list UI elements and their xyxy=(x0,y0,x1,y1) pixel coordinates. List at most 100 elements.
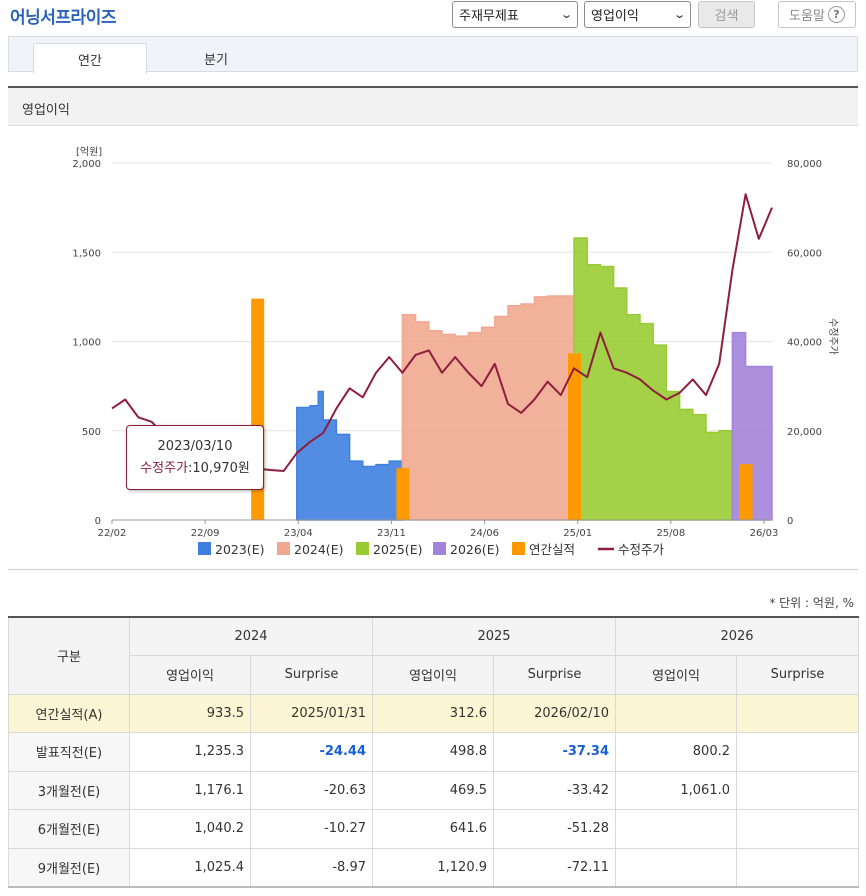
table-cell xyxy=(736,770,859,810)
tooltip-sep: : xyxy=(188,461,193,476)
legend-label: 2023(E) xyxy=(215,542,264,557)
period-tabs: 연간 분기 xyxy=(8,36,858,74)
divider xyxy=(8,569,858,570)
x-tick-label: 25/08 xyxy=(656,528,685,539)
table-cell: 2026/02/10 xyxy=(493,693,616,733)
table-cell xyxy=(736,693,859,733)
actual-bar xyxy=(396,468,410,520)
table-row: 3개월전(E) 1,176.1 -20.63 469.5 -33.42 1,06… xyxy=(8,770,859,810)
year-header: 2025 xyxy=(372,616,616,656)
table-cell: 1,235.3 xyxy=(129,732,251,772)
table-cell: 2025/01/31 xyxy=(250,693,373,733)
tooltip-date: 2023/03/10 xyxy=(157,439,233,454)
tab-annual[interactable]: 연간 xyxy=(33,43,147,74)
help-button[interactable]: 도움말 ? xyxy=(778,1,856,28)
table-cell xyxy=(615,693,737,733)
col-subhead: Surprise xyxy=(493,655,616,695)
col-subhead: 영업이익 xyxy=(129,655,251,695)
table-cell: 800.2 xyxy=(615,732,737,772)
table-cell xyxy=(736,732,859,772)
row-label: 연간실적(A) xyxy=(8,693,130,733)
actual-bar xyxy=(739,464,753,520)
table-cell: -20.63 xyxy=(250,770,373,810)
left-tick-label: 1,500 xyxy=(72,248,101,259)
year-header: 2024 xyxy=(129,616,373,656)
surprise-table: 구분 2024 2025 2026 영업이익 Surprise 영업이익 Sur… xyxy=(8,616,859,888)
legend-label: 2024(E) xyxy=(294,542,343,557)
row-label: 9개월전(E) xyxy=(8,847,130,888)
left-tick-label: 0 xyxy=(95,516,101,527)
table-row: 발표직전(E) 1,235.3 -24.44 498.8 -37.34 800.… xyxy=(8,732,859,772)
section-title: 영업이익 xyxy=(8,86,858,126)
legend-swatch xyxy=(433,542,446,555)
row-label: 6개월전(E) xyxy=(8,809,130,849)
right-tick-label: 0 xyxy=(787,516,793,527)
statement-select-value: 주재무제표 xyxy=(459,9,519,24)
x-tick-label: 22/09 xyxy=(191,528,220,539)
price-tooltip: 2023/03/10 수정주가:10,970원 xyxy=(126,425,264,490)
table-cell: -33.42 xyxy=(493,770,616,810)
legend-swatch xyxy=(512,542,525,555)
legend-label: 2025(E) xyxy=(373,542,422,557)
row-label: 3개월전(E) xyxy=(8,770,130,810)
table-row: 연간실적(A) 933.5 2025/01/31 312.6 2026/02/1… xyxy=(8,693,859,733)
left-tick-label: 1,000 xyxy=(72,338,101,349)
help-icon: ? xyxy=(827,6,845,23)
estimate-area xyxy=(573,237,734,521)
chevron-down-icon: ⌄ xyxy=(559,8,573,21)
table-cell: 1,025.4 xyxy=(129,847,251,888)
earnings-chart: 2,000 1,500 1,000 500 0 80,000 60,000 40,000 20,… xyxy=(72,146,839,557)
legend-swatch xyxy=(356,542,369,555)
row-header: 구분 xyxy=(8,616,130,695)
table-cell: -37.34 xyxy=(493,732,616,772)
chevron-down-icon: ⌄ xyxy=(672,8,686,21)
table-cell: 1,176.1 xyxy=(129,770,251,810)
search-button[interactable]: 검색 xyxy=(698,1,755,28)
table-cell: -51.28 xyxy=(493,809,616,849)
x-tick-label: 22/02 xyxy=(98,528,127,539)
col-subhead: 영업이익 xyxy=(372,655,494,695)
legend-label: 연간실적 xyxy=(529,542,575,557)
estimate-area xyxy=(401,295,575,521)
col-subhead: Surprise xyxy=(250,655,373,695)
legend-label: 수정주가 xyxy=(618,542,665,557)
statement-select[interactable]: 주재무제표 ⌄ xyxy=(452,1,578,28)
table-cell: 1,120.9 xyxy=(372,847,494,888)
estimate-area xyxy=(296,390,404,521)
table-cell xyxy=(736,809,859,849)
col-subhead: Surprise xyxy=(736,655,859,695)
left-tick-label: 500 xyxy=(82,427,101,438)
table-cell xyxy=(736,847,859,888)
table-cell: -24.44 xyxy=(250,732,373,772)
right-tick-label: 60,000 xyxy=(787,248,822,259)
legend-label: 2026(E) xyxy=(450,542,499,557)
table-cell: -72.11 xyxy=(493,847,616,888)
help-label: 도움말 xyxy=(789,9,825,24)
table-cell: 498.8 xyxy=(372,732,494,772)
year-header: 2026 xyxy=(615,616,859,656)
page-title: 어닝서프라이즈 xyxy=(10,8,116,28)
metric-select-value: 영업이익 xyxy=(591,9,639,24)
legend-swatch xyxy=(198,542,211,555)
table-cell: 1,061.0 xyxy=(615,770,737,810)
right-tick-label: 40,000 xyxy=(787,338,822,349)
metric-select[interactable]: 영업이익 ⌄ xyxy=(584,1,691,28)
tab-quarterly[interactable]: 분기 xyxy=(204,52,228,68)
left-tick-label: 2,000 xyxy=(72,159,101,170)
x-tick-label: 24/06 xyxy=(470,528,499,539)
x-tick-label: 26/03 xyxy=(750,528,779,539)
table-cell: -10.27 xyxy=(250,809,373,849)
actual-bar xyxy=(568,353,581,520)
table-cell: 641.6 xyxy=(372,809,494,849)
table-cell: 469.5 xyxy=(372,770,494,810)
unit-note: * 단위 : 억원, % xyxy=(769,596,854,610)
table-row: 9개월전(E) 1,025.4 -8.97 1,120.9 -72.11 xyxy=(8,847,859,888)
x-tick-label: 23/11 xyxy=(377,528,406,539)
right-axis-label: 수정주가 xyxy=(827,318,839,355)
table-row: 6개월전(E) 1,040.2 -10.27 641.6 -51.28 xyxy=(8,809,859,849)
right-tick-label: 20,000 xyxy=(787,427,822,438)
table-cell: 1,040.2 xyxy=(129,809,251,849)
tooltip-key: 수정주가 xyxy=(140,461,188,476)
table-cell xyxy=(615,809,737,849)
legend-swatch xyxy=(277,542,290,555)
